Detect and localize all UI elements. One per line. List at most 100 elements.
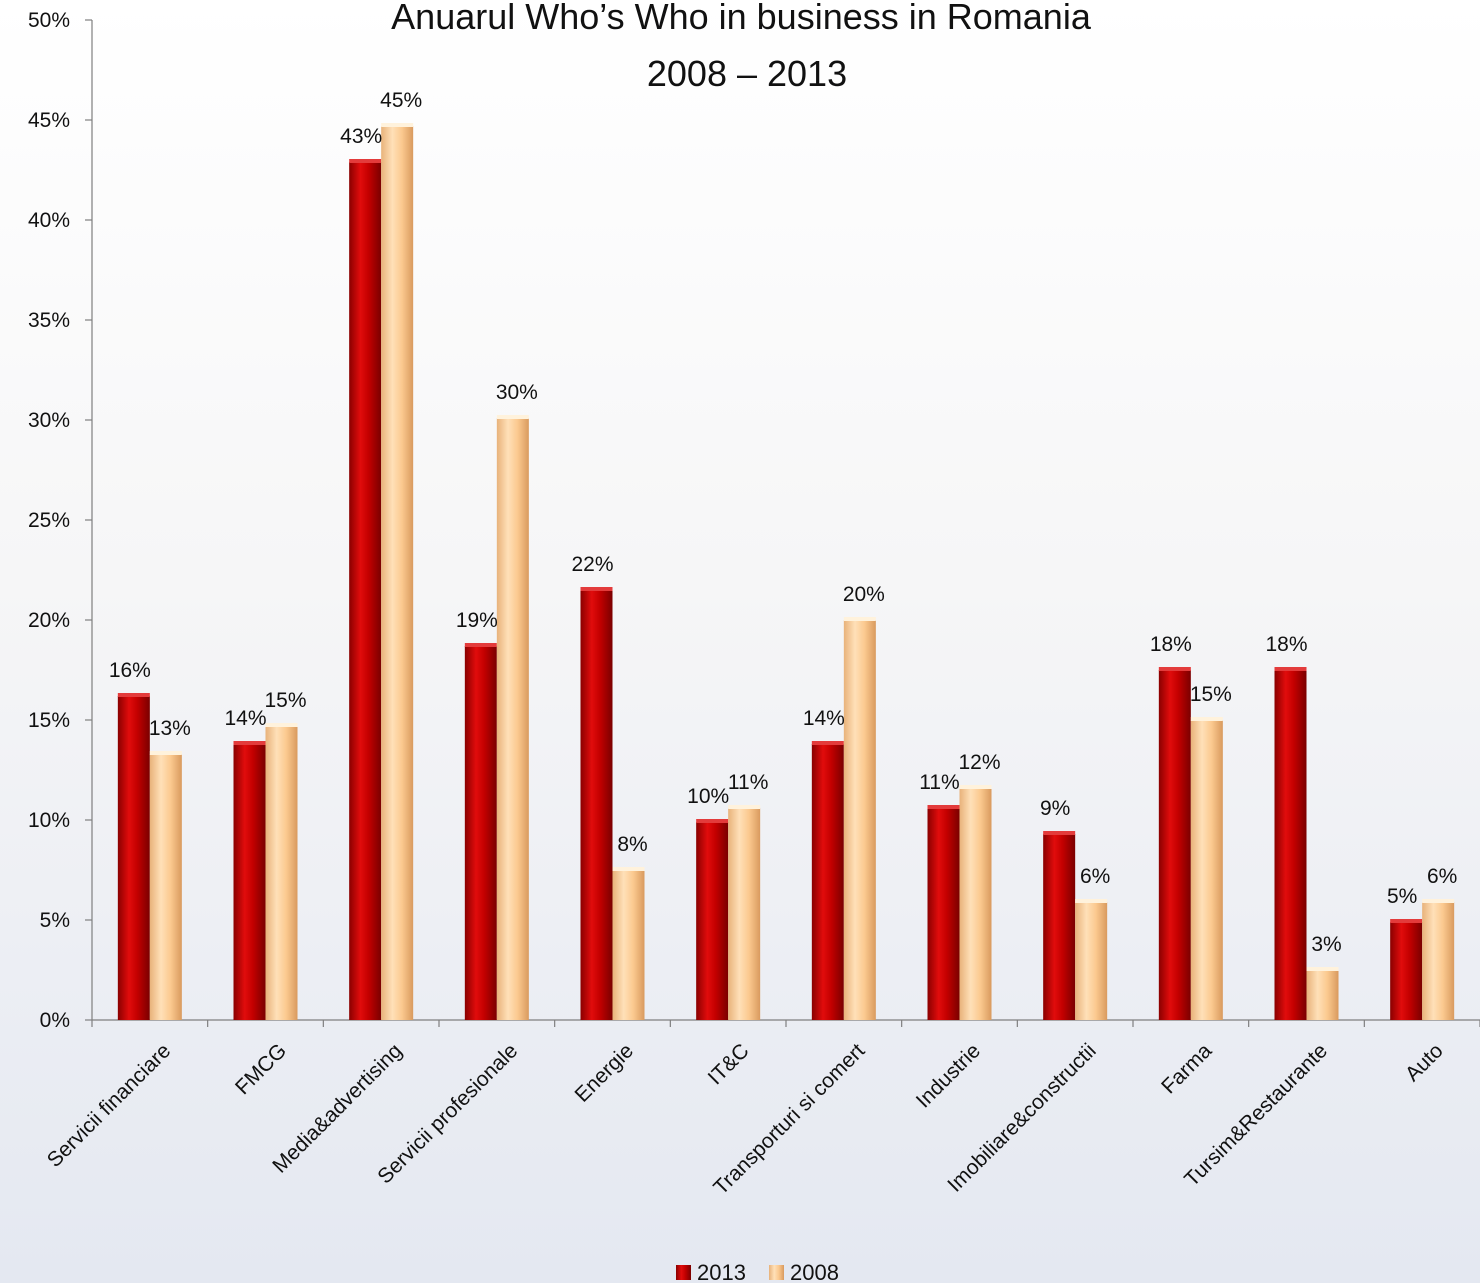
bar-top-2013-12 [1390, 919, 1423, 923]
bar-top-2013-4 [464, 643, 497, 647]
data-label-2013-10: 18% [1150, 633, 1192, 656]
y-axis: 0% 5% 10% 15% 20% 25% 30% 35% 40% 45% 50% [28, 9, 93, 1032]
legend: 2013 2008 [676, 1260, 839, 1283]
legend-swatch-2013 [676, 1265, 691, 1280]
data-label-2013-8: 11% [919, 771, 959, 794]
y-tick-label: 25% [28, 509, 70, 532]
y-tick-label: 0% [40, 1009, 70, 1032]
bar-top-2013-3 [349, 159, 382, 163]
bar-2008-5 [612, 870, 645, 1020]
data-label-2013-2: 14% [224, 707, 266, 730]
legend-swatch-2008 [769, 1265, 784, 1280]
chart-title-line1: Anuarul Who’s Who in business in Romania [391, 0, 1092, 37]
bar-2008-9 [1075, 902, 1108, 1020]
bar-2013-2 [233, 744, 266, 1020]
bar-top-2008-5 [612, 867, 645, 871]
data-label-2013-4: 19% [456, 609, 498, 632]
bar-2008-1 [149, 754, 182, 1020]
bar-top-2013-2 [233, 741, 266, 745]
bar-top-2008-12 [1422, 899, 1455, 903]
data-label-2008-11: 3% [1311, 933, 1341, 956]
data-label-2008-12: 6% [1427, 865, 1457, 888]
bar-2013-1 [117, 696, 150, 1020]
data-label-2008-4: 30% [496, 381, 538, 404]
chart-title-line2: 2008 – 2013 [647, 53, 847, 94]
bar-top-2013-5 [580, 587, 613, 591]
bar-series [117, 123, 1455, 1020]
bar-2008-4 [496, 418, 529, 1020]
bar-2013-12 [1390, 922, 1423, 1020]
data-label-2008-1: 13% [149, 717, 191, 740]
bar-top-2013-11 [1274, 667, 1307, 671]
bar-top-2013-1 [117, 693, 150, 697]
category-label: Farma [1157, 1039, 1216, 1098]
bar-2013-5 [580, 590, 613, 1020]
data-label-2013-7: 14% [803, 707, 845, 730]
bar-2008-8 [959, 788, 992, 1020]
legend-label-2013: 2013 [697, 1260, 746, 1283]
data-label-2008-7: 20% [843, 583, 885, 606]
bar-2013-6 [696, 822, 729, 1020]
data-label-2008-2: 15% [264, 689, 306, 712]
data-label-2013-5: 22% [571, 553, 613, 576]
bar-2013-10 [1158, 670, 1191, 1020]
bar-top-2013-7 [811, 741, 844, 745]
legend-label-2008: 2008 [790, 1260, 839, 1283]
y-tick-label: 5% [40, 909, 70, 932]
data-labels: 16%13% 14%15%43%45%19%30%22%8%10%11%14%20… [109, 89, 1458, 956]
y-tick-label: 35% [28, 309, 70, 332]
bar-2008-6 [728, 808, 761, 1020]
data-label-2008-3: 45% [380, 89, 422, 112]
data-label-2013-6: 10% [687, 785, 729, 808]
bar-top-2008-9 [1075, 899, 1108, 903]
bar-2013-11 [1274, 670, 1307, 1020]
data-label-2013-12: 5% [1387, 885, 1417, 908]
bar-top-2008-8 [959, 785, 992, 789]
category-label: Media&advertising [268, 1039, 406, 1177]
category-label: Energie [571, 1039, 638, 1106]
category-label: FMCG [231, 1039, 291, 1099]
bar-2008-11 [1306, 970, 1339, 1020]
y-tick-label: 30% [28, 409, 70, 432]
y-tick-label: 45% [28, 109, 70, 132]
category-label: Servicii financiare [43, 1039, 176, 1172]
bar-2008-7 [843, 620, 876, 1020]
y-tick-label: 40% [28, 209, 70, 232]
bar-2013-3 [349, 162, 382, 1020]
bar-top-2008-1 [149, 751, 182, 755]
bar-top-2008-4 [496, 415, 529, 419]
category-label: Auto [1401, 1039, 1448, 1086]
bar-2008-12 [1422, 902, 1455, 1020]
x-axis [91, 1019, 1480, 1027]
bar-2008-3 [381, 126, 414, 1020]
bar-top-2008-11 [1306, 967, 1339, 971]
bar-top-2008-3 [381, 123, 414, 127]
bar-2013-7 [811, 744, 844, 1020]
bar-2013-4 [464, 646, 497, 1020]
chart-title: Anuarul Who’s Who in business in Romania… [391, 0, 1092, 94]
category-label: IT&C [704, 1039, 754, 1089]
data-label-2008-6: 11% [728, 771, 768, 794]
bar-top-2008-10 [1190, 717, 1223, 721]
y-tick-label: 20% [28, 609, 70, 632]
data-label-2013-11: 18% [1265, 633, 1307, 656]
data-label-2008-8: 12% [958, 751, 1000, 774]
category-labels: Servicii financiare FMCGMedia&advertising… [43, 1039, 1448, 1199]
bar-2013-9 [1043, 834, 1076, 1020]
category-label: Industrie [912, 1039, 985, 1112]
bar-top-2013-10 [1158, 667, 1191, 671]
bar-top-2013-8 [927, 805, 960, 809]
bar-2013-8 [927, 808, 960, 1020]
bar-top-2008-7 [843, 617, 876, 621]
bar-top-2013-9 [1043, 831, 1076, 835]
bar-2008-10 [1190, 720, 1223, 1020]
y-tick-label: 15% [28, 709, 70, 732]
bar-top-2008-6 [728, 805, 761, 809]
bar-top-2008-2 [265, 723, 298, 727]
y-tick-label: 50% [28, 9, 70, 32]
y-tick-label: 10% [28, 809, 70, 832]
data-label-2008-5: 8% [617, 833, 647, 856]
data-label-2008-10: 15% [1190, 683, 1232, 706]
data-label-2013-3: 43% [340, 125, 382, 148]
